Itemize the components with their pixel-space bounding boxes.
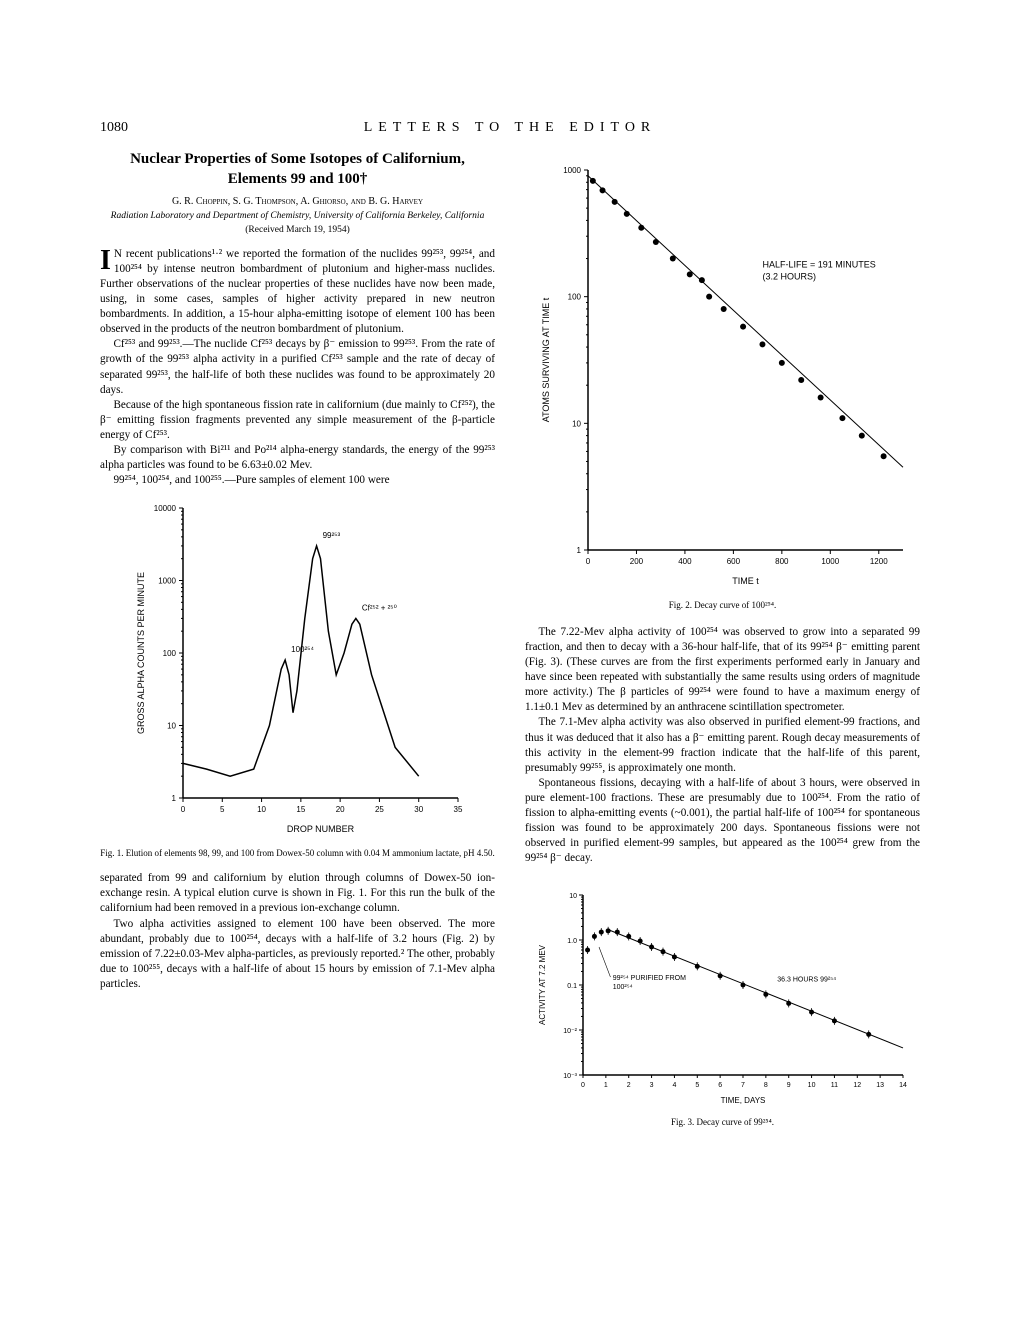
figure-2-chart: 1 10 100 1000 0 200 400 600 800 1000 1200 TIME t ATO… [533, 160, 913, 590]
svg-text:1000: 1000 [158, 577, 176, 586]
authors: G. R. Choppin, S. G. Thompson, A. Ghiors… [100, 195, 495, 209]
received-date: (Received March 19, 1954) [100, 224, 495, 237]
svg-text:1.0: 1.0 [567, 938, 577, 945]
figure-2-caption: Fig. 2. Decay curve of 100²⁵⁴. [525, 600, 920, 611]
svg-text:7: 7 [741, 1082, 745, 1089]
svg-text:800: 800 [775, 557, 789, 566]
paragraph-1: IN recent publications¹·² we reported th… [100, 247, 495, 338]
svg-text:TIME t: TIME t [732, 576, 759, 586]
running-head: LETTERS TO THE EDITOR [0, 120, 1020, 136]
svg-text:8: 8 [763, 1082, 767, 1089]
svg-text:4: 4 [672, 1082, 676, 1089]
paragraph-3: Because of the high spontaneous fission … [100, 398, 495, 443]
svg-text:10000: 10000 [153, 504, 176, 513]
svg-text:25: 25 [374, 805, 383, 814]
two-column-layout: Nuclear Properties of Some Isotopes of C… [100, 150, 920, 1127]
svg-text:15: 15 [296, 805, 305, 814]
paragraph-8: The 7.22-Mev alpha activity of 100²⁵⁴ wa… [525, 625, 920, 716]
svg-text:10: 10 [807, 1082, 815, 1089]
svg-text:14: 14 [899, 1082, 907, 1089]
svg-text:3: 3 [649, 1082, 653, 1089]
svg-text:ACTIVITY AT 7.2 MEV: ACTIVITY AT 7.2 MEV [538, 944, 547, 1025]
affiliation: Radiation Laboratory and Department of C… [100, 211, 495, 222]
svg-text:5: 5 [220, 805, 225, 814]
svg-text:13: 13 [876, 1082, 884, 1089]
svg-text:2: 2 [626, 1082, 630, 1089]
svg-text:10: 10 [569, 893, 577, 900]
svg-text:0: 0 [585, 557, 590, 566]
svg-text:HALF-LIFE = 191 MINUTES: HALF-LIFE = 191 MINUTES [762, 259, 875, 269]
svg-text:100: 100 [567, 293, 581, 302]
svg-text:400: 400 [678, 557, 692, 566]
svg-text:100²⁵⁴: 100²⁵⁴ [291, 645, 314, 654]
left-column: Nuclear Properties of Some Isotopes of C… [100, 150, 495, 1127]
svg-text:10⁻³: 10⁻³ [563, 1073, 577, 1080]
figure-3-chart: 10⁻³10⁻²0.11.01001234567891011121314TIME… [533, 887, 913, 1107]
svg-text:DROP NUMBER: DROP NUMBER [286, 824, 354, 834]
svg-text:200: 200 [629, 557, 643, 566]
svg-text:0: 0 [180, 805, 185, 814]
svg-text:10: 10 [257, 805, 266, 814]
svg-text:10: 10 [572, 419, 581, 428]
svg-text:TIME, DAYS: TIME, DAYS [720, 1096, 765, 1105]
svg-text:1: 1 [576, 546, 581, 555]
svg-text:100²⁵⁴: 100²⁵⁴ [612, 983, 632, 990]
svg-text:20: 20 [335, 805, 344, 814]
figure-1-chart: 1 10 100 1000 10000 0 5 10 15 20 25 30 35 DROP NUMBER… [128, 498, 468, 838]
svg-text:1200: 1200 [869, 557, 887, 566]
svg-text:100: 100 [162, 649, 176, 658]
paragraph-7: Two alpha activities assigned to element… [100, 917, 495, 993]
paragraph-2: Cf²⁵³ and 99²⁵³.—The nuclide Cf²⁵³ decay… [100, 337, 495, 397]
scientific-paper-page: 1080 LETTERS TO THE EDITOR Nuclear Prope… [0, 0, 1020, 1320]
right-column: 1101001000020040060080010001200TIME tATO… [525, 150, 920, 1127]
svg-text:10: 10 [167, 722, 176, 731]
figure-3-caption: Fig. 3. Decay curve of 99²⁵⁴. [525, 1117, 920, 1128]
svg-text:1: 1 [603, 1082, 607, 1089]
svg-text:6: 6 [718, 1082, 722, 1089]
svg-text:36.3 HOURS 99²⁵⁴: 36.3 HOURS 99²⁵⁴ [777, 976, 836, 983]
article-title: Nuclear Properties of Some Isotopes of C… [100, 150, 495, 189]
svg-text:0: 0 [581, 1082, 585, 1089]
svg-text:10⁻²: 10⁻² [563, 1028, 577, 1035]
svg-text:99²⁵⁴ PURIFIED FROM: 99²⁵⁴ PURIFIED FROM [612, 974, 685, 981]
svg-text:0.1: 0.1 [567, 983, 577, 990]
svg-text:35: 35 [453, 805, 462, 814]
paragraph-9: The 7.1-Mev alpha activity was also obse… [525, 715, 920, 775]
svg-text:1: 1 [171, 794, 176, 803]
svg-text:GROSS ALPHA COUNTS PER MINUTE: GROSS ALPHA COUNTS PER MINUTE [136, 572, 146, 734]
svg-text:30: 30 [414, 805, 423, 814]
svg-text:9: 9 [786, 1082, 790, 1089]
paragraph-6: separated from 99 and californium by elu… [100, 871, 495, 916]
svg-text:1000: 1000 [563, 166, 581, 175]
figure-1-caption: Fig. 1. Elution of elements 98, 99, and … [100, 848, 495, 859]
svg-text:600: 600 [726, 557, 740, 566]
svg-text:ATOMS SURVIVING AT TIME t: ATOMS SURVIVING AT TIME t [541, 297, 551, 422]
svg-text:Cf²⁵² + ²⁵⁰: Cf²⁵² + ²⁵⁰ [361, 604, 396, 613]
svg-text:(3.2 HOURS): (3.2 HOURS) [762, 271, 816, 281]
paragraph-4: By comparison with Bi²¹¹ and Po²¹⁴ alpha… [100, 443, 495, 473]
svg-text:5: 5 [695, 1082, 699, 1089]
paragraph-5: 99²⁵⁴, 100²⁵⁴, and 100²⁵⁵.—Pure samples … [100, 473, 495, 488]
svg-text:1000: 1000 [821, 557, 839, 566]
paragraph-10: Spontaneous fissions, decaying with a ha… [525, 776, 920, 867]
svg-text:12: 12 [853, 1082, 861, 1089]
svg-text:99²⁵³: 99²⁵³ [322, 531, 340, 540]
svg-text:11: 11 [830, 1082, 837, 1089]
